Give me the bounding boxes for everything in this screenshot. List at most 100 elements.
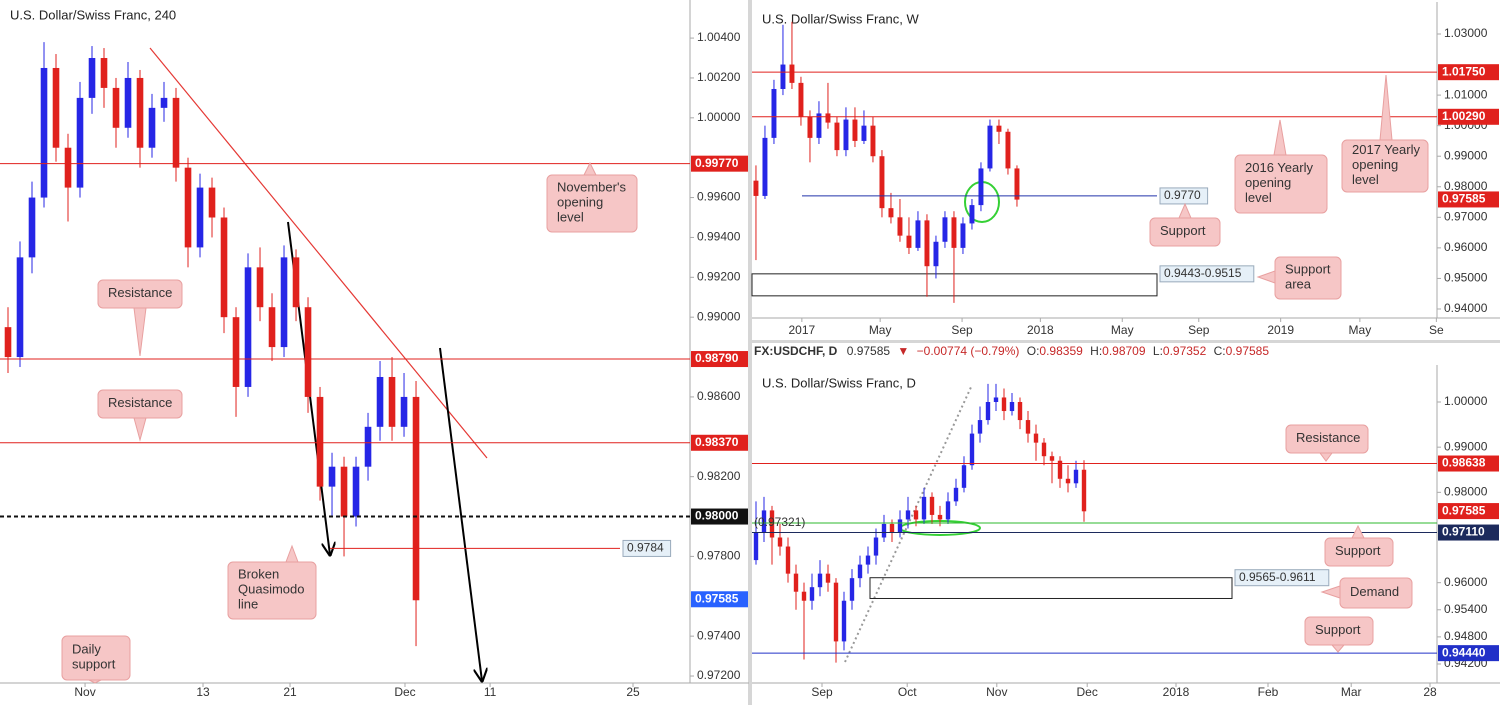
candle-body (771, 88, 777, 138)
candle-body (28, 197, 36, 258)
callout-line: Support (1315, 622, 1361, 637)
candle-body (785, 546, 791, 574)
candle-body (40, 67, 48, 198)
callout-line: support (72, 657, 116, 672)
candle-body (292, 257, 300, 308)
y-tick-label: 1.00000 (697, 110, 741, 124)
callout-line: Demand (1350, 584, 1399, 599)
level-label: 0.97585 (1442, 192, 1486, 206)
level-label: 0.99770 (695, 156, 739, 170)
candle-body (769, 510, 775, 538)
level-label: 0.98638 (1442, 456, 1486, 470)
candle-body (870, 125, 876, 157)
candle-body (849, 578, 855, 601)
candle-body (953, 487, 959, 502)
candle-body (1057, 460, 1063, 479)
callout-text: Demand (1350, 584, 1399, 599)
y-tick-label: 0.99000 (1444, 148, 1488, 162)
y-tick-label: 0.99400 (697, 230, 741, 244)
candle-body (945, 501, 951, 520)
candle-body (924, 220, 930, 267)
callout-pointer (1319, 452, 1333, 462)
candle-body (148, 107, 156, 148)
candle-body (1073, 469, 1079, 484)
ohlc-label: L: (1153, 344, 1163, 358)
callout-line: Support (1335, 543, 1381, 558)
callout-line: level (1245, 190, 1272, 205)
callout-line: Daily (72, 642, 101, 657)
y-tick-label: 0.94800 (1444, 629, 1488, 643)
callout-text: Resistance (108, 285, 172, 300)
callout-line: level (557, 210, 584, 225)
candle-body (304, 307, 312, 397)
candle-body (376, 376, 384, 427)
level-box (691, 155, 748, 172)
callout-text: Support (1315, 622, 1361, 637)
candle-body (1049, 456, 1055, 461)
candle-body (921, 496, 927, 520)
x-tick-label: Mar (1341, 685, 1362, 699)
candle-body (798, 82, 804, 117)
y-tick-label: 0.96000 (1444, 240, 1488, 254)
candle-body (793, 573, 799, 592)
ray-label-box (622, 539, 672, 557)
callout-text: Support (1160, 223, 1206, 238)
x-tick-label: May (1349, 323, 1372, 337)
ohlc-value: 0.98709 (1102, 344, 1146, 358)
level-label: 0.97585 (695, 591, 739, 605)
symbol-header: FX:USDCHF, D 0.97585 ▼ −0.00774 (−0.79%)… (754, 344, 1269, 358)
callout-pointer (1351, 524, 1365, 539)
last-price: 0.97585 (847, 344, 891, 358)
callout-line: Support (1285, 262, 1331, 277)
candle-body (220, 217, 228, 318)
candle-body (834, 122, 840, 151)
callout-box (97, 389, 183, 419)
callout-box (1149, 217, 1221, 247)
callout-box (546, 174, 638, 233)
x-tick-label: 11 (484, 685, 497, 699)
callout-line: November's (557, 180, 626, 195)
level-label: 0.94440 (1442, 645, 1486, 659)
candle-body (978, 168, 984, 206)
candle-body (268, 307, 276, 348)
y-tick-label: 1.00000 (1444, 394, 1488, 408)
candle-body (905, 510, 911, 520)
callout-box (1234, 154, 1328, 214)
callout-text: Support area (1285, 262, 1331, 292)
callout-line: Resistance (1296, 430, 1360, 445)
candle-body (915, 220, 921, 248)
y-tick-label: 0.95000 (1444, 271, 1488, 285)
candle-body (861, 125, 867, 141)
candle-body (753, 532, 759, 561)
ohlc-label: C: (1214, 344, 1226, 358)
candle-body (753, 180, 759, 196)
candle-body (762, 137, 768, 196)
chart-title: U.S. Dollar/Swiss Franc, D (762, 375, 916, 390)
candle-body (996, 125, 1002, 132)
candle-body (929, 496, 935, 515)
level-label: 0.98790 (695, 351, 739, 365)
candle-body (857, 564, 863, 579)
callout-box (1285, 424, 1369, 454)
candle-body (993, 397, 999, 402)
callout-pointer (1178, 202, 1192, 219)
candle-body (897, 519, 903, 533)
candle-body (136, 77, 144, 148)
level-box (691, 351, 748, 368)
ohlc-label: H: (1090, 344, 1102, 358)
level-label: 1.00290 (1442, 109, 1486, 123)
y-tick-label: 0.97000 (1444, 209, 1488, 223)
x-tick-label: Sep (811, 685, 833, 699)
level-label: 0.98000 (695, 509, 739, 523)
candle-body (16, 257, 24, 358)
y-tick-label: 0.98600 (697, 389, 741, 403)
candle-body (888, 208, 894, 218)
callout-line: Broken (238, 567, 279, 582)
ohlc-value: 0.98359 (1039, 344, 1083, 358)
candle-body (777, 537, 783, 547)
callout-line: level (1352, 172, 1379, 187)
callout-text: Support (1335, 543, 1381, 558)
candle-body (352, 466, 360, 517)
change-arrow: ▼ (897, 344, 909, 358)
zone-label: 0.9565-0.9611 (1239, 570, 1316, 584)
